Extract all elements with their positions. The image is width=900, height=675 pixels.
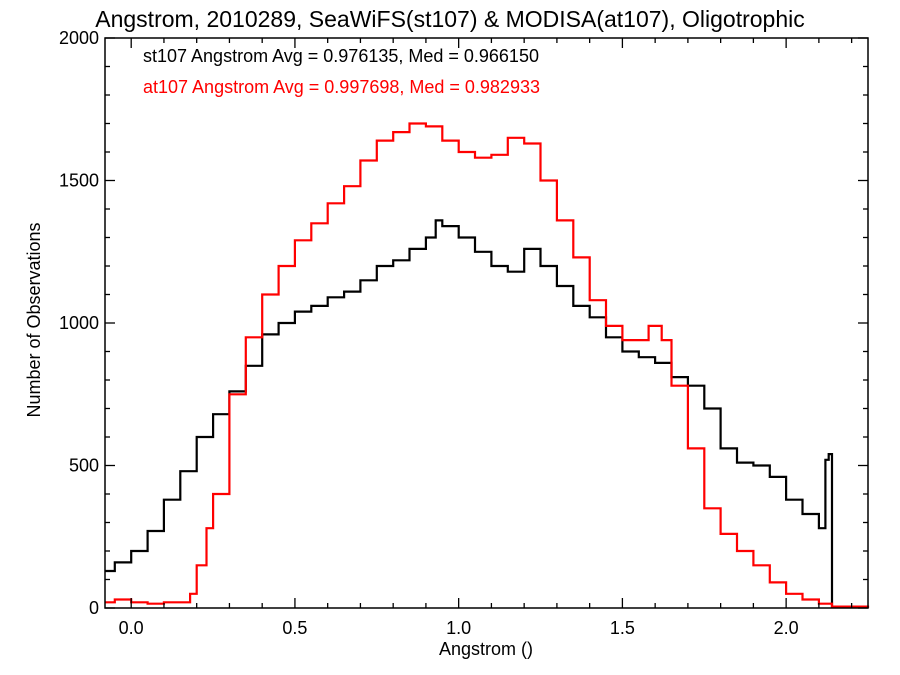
y-tick-label: 500 xyxy=(69,456,99,476)
series-line-at107 xyxy=(105,122,870,608)
y-tick-label: 2000 xyxy=(59,28,99,48)
y-tick-label: 0 xyxy=(89,598,99,618)
axis-ticks: 0 500 1000 1500 2000 0.0 0.5 1.0 1.5 2.0 xyxy=(59,28,868,638)
series-line-st107 xyxy=(105,219,834,608)
plot-frame xyxy=(104,37,869,609)
x-tick-label: 2.0 xyxy=(774,618,799,638)
x-tick-label: 1.5 xyxy=(610,618,635,638)
x-tick-label: 1.0 xyxy=(446,618,471,638)
legend-st107: st107 Angstrom Avg = 0.976135, Med = 0.9… xyxy=(143,46,539,66)
series-lines xyxy=(105,122,870,608)
y-tick-label: 1000 xyxy=(59,313,99,333)
x-tick-label: 0.0 xyxy=(119,618,144,638)
y-tick-label: 1500 xyxy=(59,171,99,191)
x-tick-label: 0.5 xyxy=(282,618,307,638)
legend-at107: at107 Angstrom Avg = 0.997698, Med = 0.9… xyxy=(143,77,540,97)
chart-title: Angstrom, 2010289, SeaWiFS(st107) & MODI… xyxy=(95,6,804,32)
y-axis-label: Number of Observations xyxy=(24,222,44,417)
x-axis-label: Angstrom () xyxy=(439,639,533,659)
